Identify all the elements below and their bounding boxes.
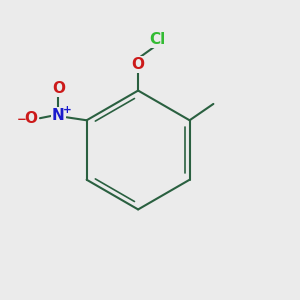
Text: −: − (17, 113, 27, 126)
Text: N: N (52, 108, 65, 123)
Text: Cl: Cl (149, 32, 166, 46)
Text: O: O (25, 111, 38, 126)
Text: O: O (132, 57, 145, 72)
Text: O: O (52, 81, 65, 96)
Text: +: + (63, 105, 72, 115)
